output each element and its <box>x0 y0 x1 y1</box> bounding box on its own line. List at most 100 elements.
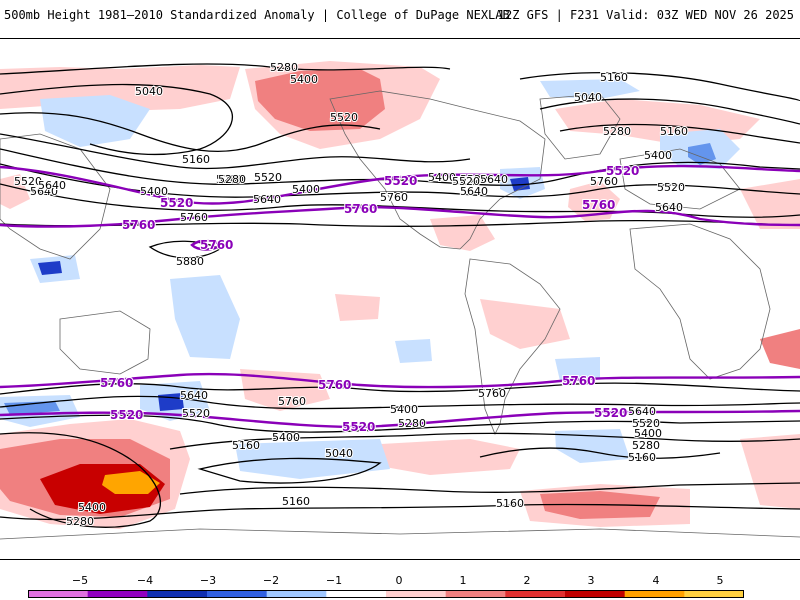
contour-label: 5400 <box>644 149 672 162</box>
purple-contour-5520-south <box>0 409 800 429</box>
colorbar-bar <box>28 590 744 598</box>
contour-label: 5520 <box>657 181 685 194</box>
contour-line <box>0 163 800 198</box>
negative-anomaly-area <box>40 95 150 147</box>
positive-anomaly-area <box>380 439 520 475</box>
positive-anomaly-area <box>760 329 800 369</box>
contour-label: 5520 <box>182 407 210 420</box>
contour-label-group: 5280 5400 5040 5520 5160 5040 5280 5160 … <box>13 60 689 529</box>
colorbar-tick-label: −1 <box>325 574 343 587</box>
negative-anomaly-area <box>555 357 600 381</box>
contour-line <box>179 482 800 495</box>
colorbar-tick-label: 2 <box>523 574 531 587</box>
header: 500mb Height 1981–2010 Standardized Anom… <box>0 0 800 34</box>
contour-label: 5400 <box>140 185 168 198</box>
colorbar-tick-label: −5 <box>71 574 89 587</box>
colorbar-tick-label: 4 <box>652 574 660 587</box>
contour-label: 5400 <box>272 431 300 444</box>
highlight-label: 5520 <box>110 408 143 422</box>
highlight-label: 5520 <box>160 196 193 210</box>
contour-label: 5040 <box>135 85 163 98</box>
highlight-label: 5520 <box>384 174 417 188</box>
highlight-label: 5520 <box>606 164 639 178</box>
contour-label: 5160 <box>232 439 260 452</box>
negative-anomaly-area <box>170 275 240 359</box>
contour-label: 5400 <box>292 183 320 196</box>
contour-label: 5280 <box>603 125 631 138</box>
colorbar-segment <box>207 590 268 598</box>
contour-label: 5040 <box>574 91 602 104</box>
positive-anomaly-area <box>255 69 385 131</box>
contour-label: 5640 <box>460 185 488 198</box>
contour-label: 5640 <box>628 405 656 418</box>
colorbar-tick-label: 1 <box>459 574 467 587</box>
contour-line <box>197 457 382 484</box>
contour-line <box>559 123 800 144</box>
highlight-label: 5760 <box>200 238 233 252</box>
positive-anomaly-area <box>102 471 160 494</box>
negative-anomaly-area <box>555 429 630 463</box>
contour-label: 5400 <box>78 501 106 514</box>
contour-line <box>0 414 800 433</box>
contour-label: 5760 <box>180 211 208 224</box>
contour-line <box>0 148 800 186</box>
colorbar-segment <box>565 590 626 598</box>
map-title: 500mb Height 1981–2010 Standardized Anom… <box>4 8 510 22</box>
purple-contour-5880-loop <box>190 239 222 251</box>
purple-contour-5520-north <box>0 164 800 205</box>
contour-label: 5520 <box>14 175 42 188</box>
negative-anomaly-area <box>510 177 530 191</box>
negative-anomaly-area <box>395 339 432 363</box>
contour-label: 5280 <box>398 417 426 430</box>
colorbar: −5 −4 −3 −2 −1 0 1 2 3 4 5 <box>0 570 800 600</box>
colorbar-tick-label: 3 <box>587 574 595 587</box>
contour-label: 5640 <box>180 389 208 402</box>
contour-label: 5760 <box>590 175 618 188</box>
contour-label: 5640 <box>253 193 281 206</box>
australia-outline <box>59 310 151 375</box>
contour-label: 5280 <box>216 173 244 186</box>
contour-label: 5520 <box>632 417 660 430</box>
colorbar-segment <box>445 590 506 598</box>
anomaly-shading <box>0 61 800 529</box>
contour-line <box>519 72 800 102</box>
negative-anomaly-area <box>540 79 640 99</box>
contour-label: 5640 <box>38 179 66 192</box>
colorbar-tick-label: 5 <box>716 574 724 587</box>
contour-line <box>0 83 233 156</box>
positive-anomaly-area <box>480 299 570 349</box>
europe-outline <box>619 148 741 210</box>
contour-label: 5280 <box>270 61 298 74</box>
contour-label: 5880 <box>176 255 204 268</box>
contour-label: 5400 <box>290 73 318 86</box>
contour-label: 5400 <box>390 403 418 416</box>
contour-line <box>479 447 721 459</box>
positive-anomaly-area <box>0 174 30 209</box>
antarctica-outline <box>0 528 800 540</box>
contour-label: 5640 <box>480 173 508 186</box>
contour-line <box>0 395 800 410</box>
colorbar-segment <box>266 590 327 598</box>
contour-label: 5760 <box>278 395 306 408</box>
map-canvas: 5280 5400 5040 5520 5160 5040 5280 5160 … <box>0 60 800 540</box>
colorbar-tick-label: 0 <box>395 574 403 587</box>
north-america-outline <box>329 90 546 250</box>
contour-label: 5760 <box>380 191 408 204</box>
greenland-outline <box>539 93 621 160</box>
south-america-outline <box>464 258 561 435</box>
contour-label: 5520 <box>254 171 282 184</box>
contour-label: 5400 <box>428 171 456 184</box>
highlight-label: 5760 <box>582 198 615 212</box>
contour-line <box>0 133 471 170</box>
contour-line <box>0 503 800 521</box>
positive-anomaly-area <box>335 294 380 321</box>
highlight-label: 5760 <box>122 218 155 232</box>
highlight-label: 5760 <box>100 376 133 390</box>
colorbar-segment <box>326 590 387 598</box>
colorbar-segment <box>386 590 447 598</box>
contour-label: 5160 <box>628 451 656 464</box>
contour-label: 5520 <box>330 111 358 124</box>
contour-label: 5520 <box>460 173 488 186</box>
contour-line <box>0 112 381 153</box>
contour-label: 5160 <box>600 71 628 84</box>
